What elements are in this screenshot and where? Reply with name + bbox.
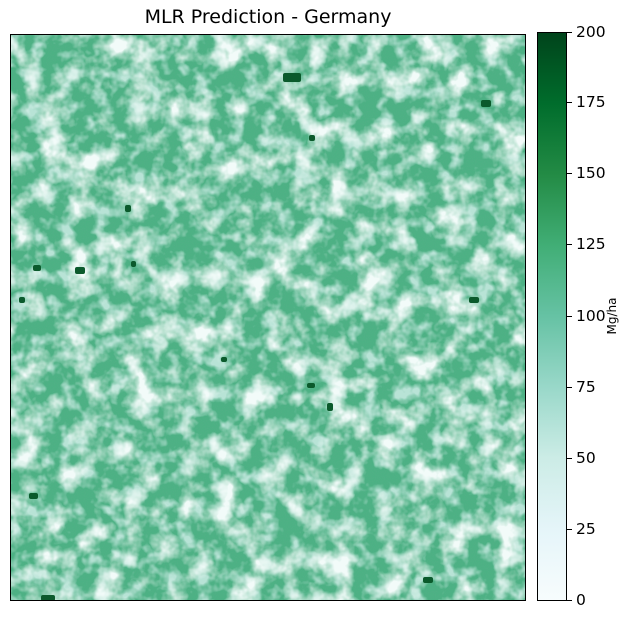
prediction-map bbox=[10, 34, 526, 601]
chart-title: MLR Prediction - Germany bbox=[144, 6, 392, 28]
colorbar-tick-mark bbox=[567, 173, 572, 175]
colorbar-tick-label: 25 bbox=[576, 519, 596, 538]
high-biomass-patch bbox=[469, 297, 479, 303]
colorbar-tick-mark bbox=[567, 386, 572, 388]
high-biomass-patch bbox=[423, 577, 433, 583]
colorbar bbox=[537, 32, 567, 601]
colorbar-tick-mark bbox=[567, 244, 572, 246]
high-biomass-patch bbox=[33, 265, 41, 271]
high-biomass-patch bbox=[481, 100, 491, 107]
colorbar-gradient bbox=[538, 33, 566, 600]
colorbar-tick-label: 50 bbox=[576, 448, 596, 467]
high-biomass-patch bbox=[29, 493, 38, 499]
colorbar-tick-mark bbox=[567, 599, 572, 601]
high-biomass-patch bbox=[283, 73, 301, 82]
colorbar-tick-label: 125 bbox=[576, 235, 606, 254]
high-biomass-patch bbox=[327, 403, 333, 411]
high-biomass-patch bbox=[131, 261, 136, 267]
colorbar-label: Mg/ha bbox=[605, 297, 619, 335]
colorbar-tick-mark bbox=[567, 528, 572, 530]
high-biomass-patch bbox=[307, 383, 315, 388]
colorbar-tick-mark bbox=[567, 102, 572, 104]
colorbar-tick-label: 150 bbox=[576, 164, 606, 183]
colorbar-tick-label: 100 bbox=[576, 306, 606, 325]
colorbar-tick-label: 175 bbox=[576, 93, 606, 112]
high-biomass-patch bbox=[75, 267, 85, 274]
low-value-patches bbox=[11, 35, 525, 600]
colorbar-tick-label: 75 bbox=[576, 377, 596, 396]
high-biomass-patch bbox=[221, 357, 227, 362]
high-biomass-patch bbox=[19, 297, 25, 303]
high-biomass-patch bbox=[309, 135, 315, 141]
colorbar-tick-label: 200 bbox=[576, 22, 606, 41]
colorbar-tick-mark bbox=[567, 31, 572, 33]
colorbar-tick-mark bbox=[567, 457, 572, 459]
colorbar-tick-label: 0 bbox=[576, 590, 586, 609]
colorbar-ticks: 0 25 50 75 100 125 150 175 200 bbox=[567, 23, 627, 609]
high-biomass-patch bbox=[125, 205, 131, 212]
high-biomass-patch bbox=[41, 595, 55, 600]
colorbar-tick-mark bbox=[567, 315, 572, 317]
